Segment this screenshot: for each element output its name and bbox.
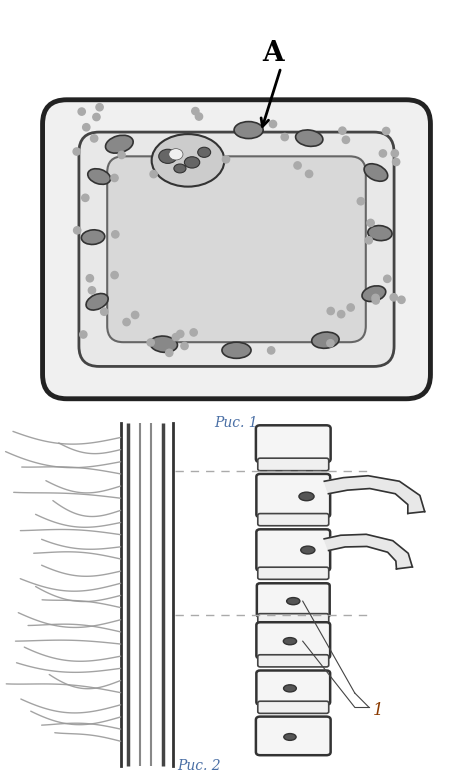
Circle shape <box>172 333 179 341</box>
Ellipse shape <box>283 638 297 645</box>
Circle shape <box>150 170 157 178</box>
Circle shape <box>73 227 81 234</box>
FancyBboxPatch shape <box>258 655 329 667</box>
Ellipse shape <box>88 169 111 184</box>
Circle shape <box>269 120 277 127</box>
Circle shape <box>190 329 197 336</box>
Circle shape <box>123 319 130 326</box>
Circle shape <box>222 155 229 163</box>
Text: 1: 1 <box>373 702 383 720</box>
Circle shape <box>398 296 405 304</box>
FancyBboxPatch shape <box>256 474 330 517</box>
FancyBboxPatch shape <box>258 701 329 713</box>
Circle shape <box>111 271 118 279</box>
Circle shape <box>379 150 386 157</box>
Circle shape <box>90 134 98 142</box>
FancyBboxPatch shape <box>79 132 394 367</box>
FancyBboxPatch shape <box>257 584 330 617</box>
Ellipse shape <box>169 148 183 160</box>
Text: Рис. 2: Рис. 2 <box>177 758 220 772</box>
Circle shape <box>79 331 87 338</box>
Circle shape <box>294 162 301 169</box>
Ellipse shape <box>312 332 339 348</box>
Polygon shape <box>324 535 412 569</box>
Circle shape <box>306 170 313 177</box>
Circle shape <box>339 127 346 134</box>
FancyBboxPatch shape <box>256 425 331 462</box>
Ellipse shape <box>198 148 210 157</box>
Circle shape <box>342 136 350 144</box>
Text: A: A <box>262 40 284 67</box>
Text: Рис. 1: Рис. 1 <box>215 416 258 430</box>
Circle shape <box>393 159 400 166</box>
Ellipse shape <box>301 546 315 554</box>
Circle shape <box>78 108 85 115</box>
Ellipse shape <box>287 598 300 605</box>
Circle shape <box>83 124 90 131</box>
FancyBboxPatch shape <box>256 529 330 571</box>
Circle shape <box>384 275 391 283</box>
FancyBboxPatch shape <box>258 458 329 471</box>
Circle shape <box>372 297 379 304</box>
Circle shape <box>195 113 202 120</box>
FancyBboxPatch shape <box>43 99 430 399</box>
Circle shape <box>111 174 118 182</box>
Circle shape <box>390 294 397 301</box>
FancyBboxPatch shape <box>258 514 329 526</box>
FancyBboxPatch shape <box>258 567 329 580</box>
Ellipse shape <box>368 225 392 241</box>
FancyBboxPatch shape <box>107 156 366 342</box>
FancyBboxPatch shape <box>256 671 330 705</box>
Circle shape <box>338 311 345 318</box>
Circle shape <box>327 308 334 315</box>
Circle shape <box>131 312 139 319</box>
Circle shape <box>147 339 154 346</box>
FancyBboxPatch shape <box>258 614 329 625</box>
Circle shape <box>327 340 334 347</box>
Circle shape <box>281 134 289 141</box>
Ellipse shape <box>362 286 386 301</box>
Ellipse shape <box>81 230 105 245</box>
Ellipse shape <box>296 130 323 146</box>
Circle shape <box>372 294 379 301</box>
Ellipse shape <box>234 121 263 138</box>
Ellipse shape <box>105 135 133 153</box>
Circle shape <box>93 113 100 120</box>
Circle shape <box>391 150 398 157</box>
Ellipse shape <box>159 149 177 163</box>
Circle shape <box>73 148 80 155</box>
Ellipse shape <box>284 733 296 740</box>
Ellipse shape <box>152 134 224 186</box>
Circle shape <box>112 231 119 238</box>
Ellipse shape <box>364 164 388 181</box>
Ellipse shape <box>299 492 314 500</box>
Circle shape <box>96 103 103 111</box>
Circle shape <box>181 343 188 350</box>
Circle shape <box>88 287 96 294</box>
Circle shape <box>357 197 365 205</box>
Circle shape <box>82 194 89 201</box>
Ellipse shape <box>150 336 177 352</box>
Circle shape <box>101 308 108 315</box>
Circle shape <box>192 107 199 115</box>
Ellipse shape <box>174 164 186 173</box>
Polygon shape <box>324 476 425 514</box>
Circle shape <box>365 237 372 244</box>
Circle shape <box>367 219 374 227</box>
FancyBboxPatch shape <box>256 716 331 755</box>
Circle shape <box>86 274 94 282</box>
Circle shape <box>176 330 184 337</box>
Circle shape <box>383 127 390 134</box>
Circle shape <box>166 349 173 357</box>
Circle shape <box>347 304 354 311</box>
Ellipse shape <box>86 294 108 310</box>
Circle shape <box>268 347 275 354</box>
Ellipse shape <box>222 342 251 358</box>
FancyBboxPatch shape <box>256 622 330 658</box>
Circle shape <box>118 152 125 159</box>
Ellipse shape <box>284 685 296 692</box>
Ellipse shape <box>184 157 200 168</box>
